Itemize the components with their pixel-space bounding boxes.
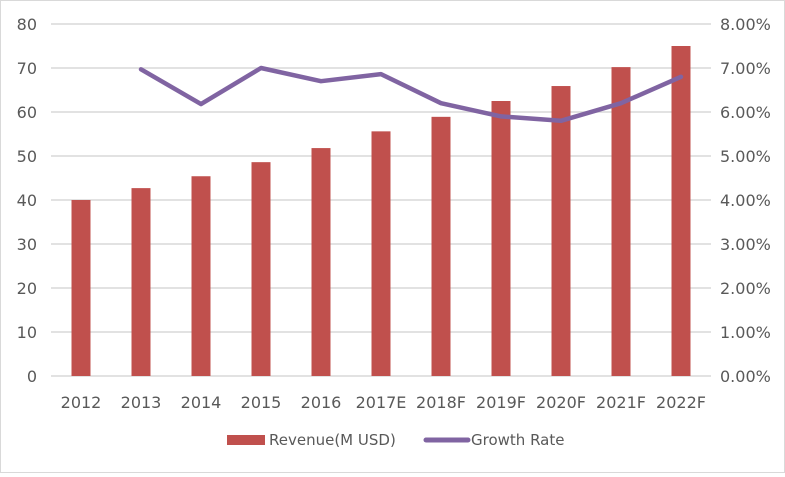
left-tick-label: 30 — [17, 235, 37, 254]
left-tick-label: 70 — [17, 59, 37, 78]
x-tick-label: 2020F — [536, 393, 586, 412]
bar-revenue — [372, 131, 391, 376]
legend-swatch-revenue — [227, 435, 265, 445]
bar-revenue — [192, 176, 211, 376]
legend-label-revenue: Revenue(M USD) — [269, 431, 396, 449]
bar-revenue — [132, 188, 151, 376]
growth-line — [141, 68, 681, 121]
right-tick-label: 7.00% — [720, 59, 771, 78]
x-tick-label: 2021F — [596, 393, 646, 412]
right-tick-label: 0.00% — [720, 367, 771, 386]
bar-revenue — [432, 117, 451, 376]
revenue-bars — [72, 46, 691, 376]
bar-revenue — [612, 67, 631, 376]
x-tick-label: 2022F — [656, 393, 706, 412]
left-tick-label: 80 — [17, 15, 37, 34]
left-axis-ticks: 0 10 20 30 40 50 60 70 80 — [17, 15, 37, 386]
legend-label-growth: Growth Rate — [471, 431, 564, 449]
right-tick-label: 1.00% — [720, 323, 771, 342]
left-tick-label: 0 — [27, 367, 37, 386]
x-tick-label: 2017E — [356, 393, 407, 412]
left-tick-label: 20 — [17, 279, 37, 298]
x-tick-label: 2013 — [121, 393, 162, 412]
right-tick-label: 4.00% — [720, 191, 771, 210]
bar-revenue — [672, 46, 691, 376]
bar-revenue — [552, 86, 571, 376]
x-tick-label: 2012 — [61, 393, 102, 412]
bar-revenue — [252, 162, 271, 376]
x-tick-label: 2016 — [301, 393, 342, 412]
right-tick-label: 8.00% — [720, 15, 771, 34]
left-tick-label: 50 — [17, 147, 37, 166]
right-axis-ticks: 0.00% 1.00% 2.00% 3.00% 4.00% 5.00% 6.00% 7.00%… — [720, 15, 771, 386]
right-tick-label: 2.00% — [720, 279, 771, 298]
bar-revenue — [72, 200, 91, 376]
line-growth-rate — [141, 68, 681, 121]
legend: Revenue(M USD) Growth Rate — [227, 431, 564, 449]
x-tick-label: 2014 — [181, 393, 222, 412]
x-tick-label: 2019F — [476, 393, 526, 412]
left-tick-label: 10 — [17, 323, 37, 342]
right-tick-label: 6.00% — [720, 103, 771, 122]
right-tick-label: 5.00% — [720, 147, 771, 166]
right-tick-label: 3.00% — [720, 235, 771, 254]
left-tick-label: 60 — [17, 103, 37, 122]
left-tick-label: 40 — [17, 191, 37, 210]
bar-revenue — [492, 101, 511, 376]
x-tick-label: 2018F — [416, 393, 466, 412]
bar-revenue — [312, 148, 331, 376]
x-axis-ticks: 2012 2013 2014 2015 2016 2017E 2018F 2019F 2020F… — [61, 393, 706, 412]
x-tick-label: 2015 — [241, 393, 282, 412]
